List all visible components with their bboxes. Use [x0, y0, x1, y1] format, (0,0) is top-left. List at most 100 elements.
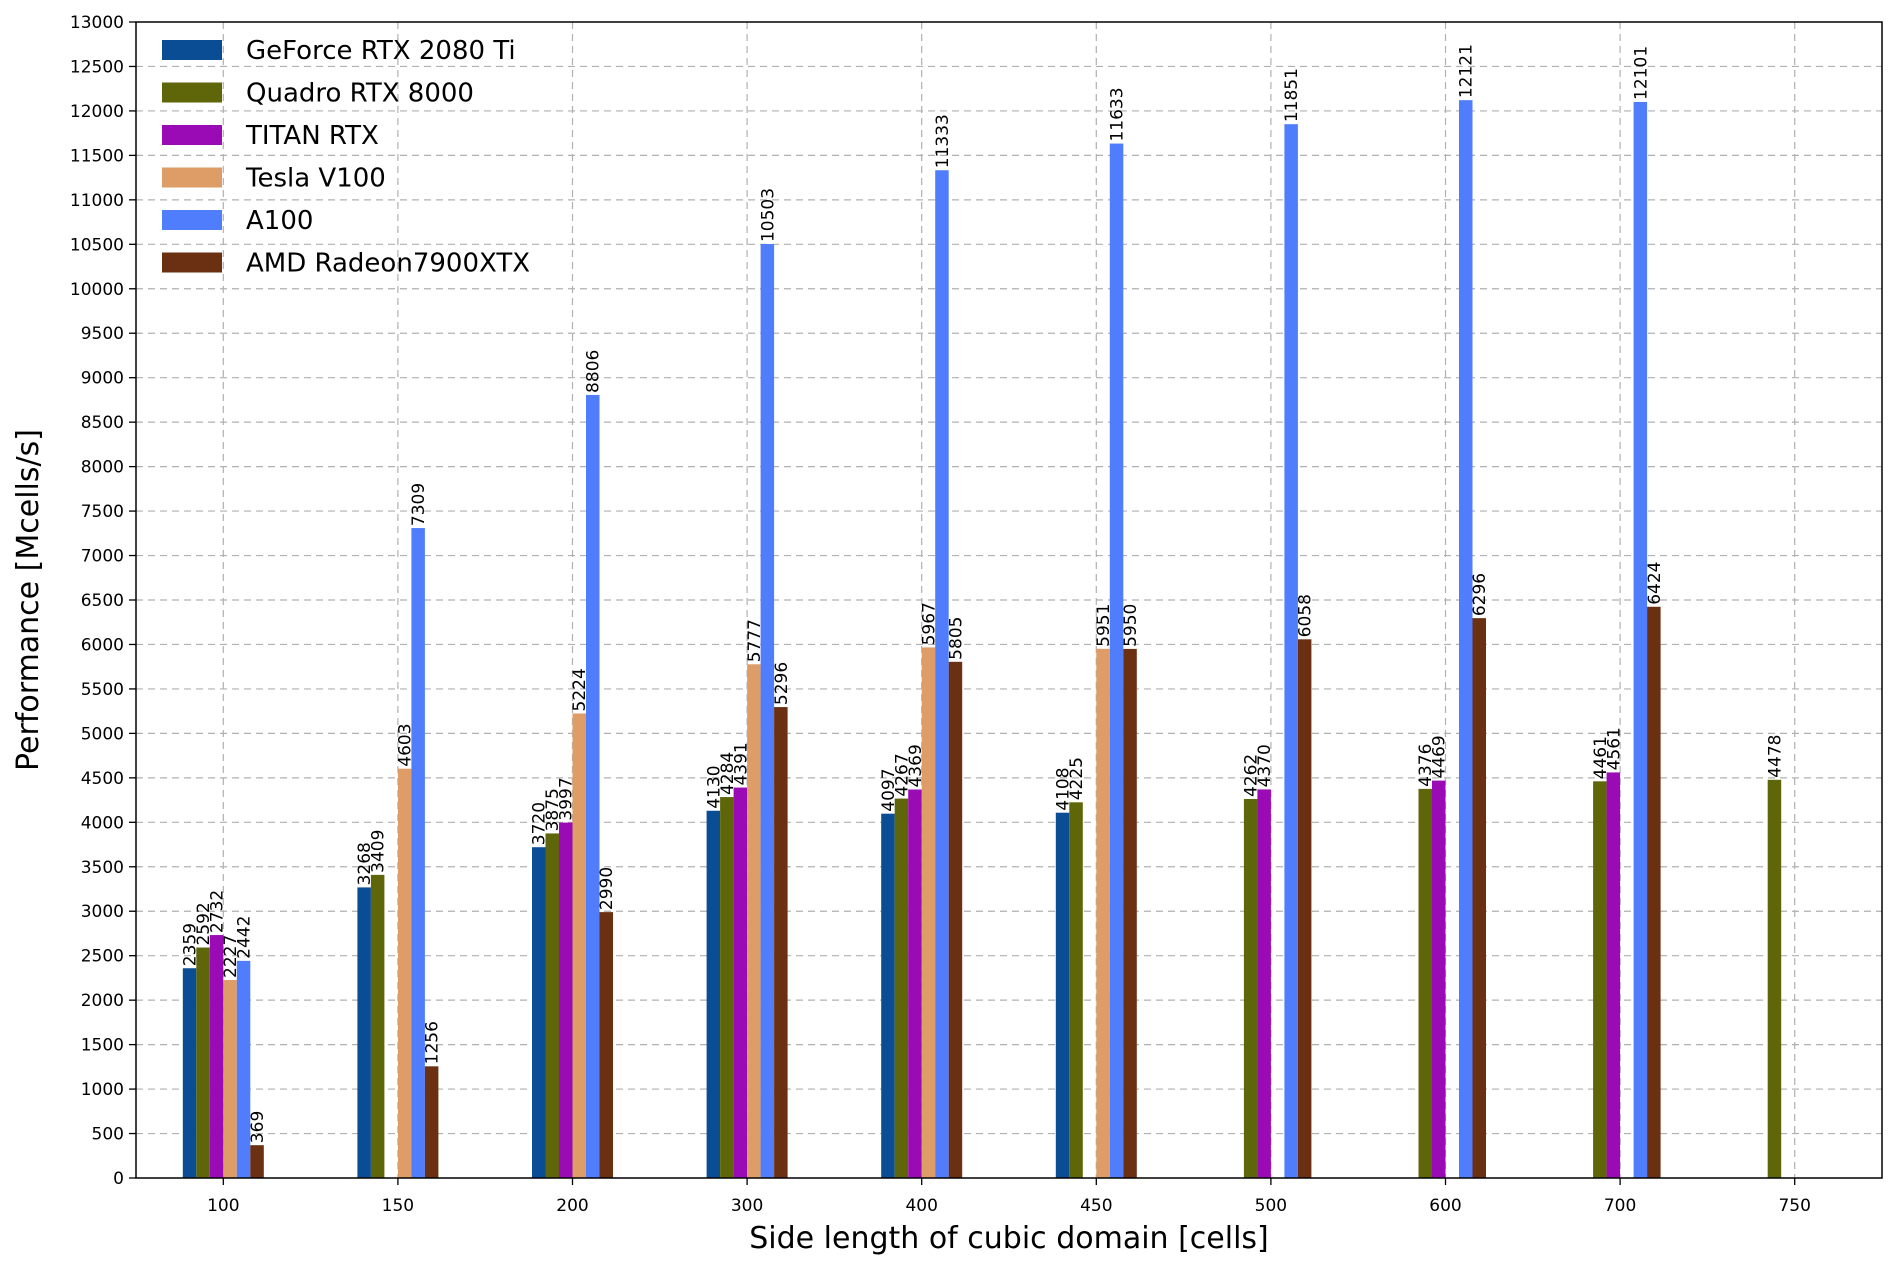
bar [908, 789, 922, 1178]
bar-value-label: 12121 [1457, 44, 1477, 98]
bar-value-label: 3720 [530, 802, 550, 845]
bar [1647, 606, 1661, 1178]
bar [223, 979, 237, 1178]
bar [1243, 799, 1258, 1178]
y-tick-label: 5000 [81, 724, 124, 744]
bar-value-label: 4461 [1591, 736, 1611, 779]
bar [1123, 648, 1137, 1178]
bar [706, 810, 721, 1178]
bar [1459, 100, 1473, 1179]
bar [599, 912, 613, 1178]
bar-value-label: 2227 [221, 935, 241, 978]
y-tick-label: 4000 [81, 813, 124, 833]
bar [411, 528, 425, 1178]
bar [586, 394, 600, 1179]
x-tick-label: 750 [1778, 1196, 1810, 1216]
bar [182, 968, 197, 1178]
bar-value-label: 5967 [919, 602, 939, 645]
bar-value-label: 1256 [423, 1021, 443, 1064]
y-tick-label: 9500 [81, 324, 124, 344]
y-tick-label: 3500 [81, 858, 124, 878]
bar-value-label: 4469 [1430, 735, 1450, 778]
y-tick-label: 1500 [81, 1036, 124, 1056]
bar-value-label: 4376 [1416, 744, 1436, 787]
bar [1593, 781, 1607, 1178]
y-axis-title: Performance [Mcells/s] [11, 429, 46, 771]
bar-value-label: 5950 [1121, 604, 1141, 647]
bar [760, 244, 775, 1179]
legend-swatch [162, 82, 222, 103]
bar [948, 661, 963, 1178]
y-tick-label: 7500 [81, 502, 124, 522]
bar-value-label: 6058 [1296, 594, 1316, 637]
bar [370, 874, 385, 1178]
bar-value-label: 4561 [1604, 727, 1624, 770]
bar [1633, 101, 1648, 1178]
x-tick-label: 600 [1429, 1196, 1461, 1216]
y-tick-label: 8500 [81, 413, 124, 433]
y-tick-label: 12500 [70, 57, 124, 77]
x-tick-label: 150 [382, 1196, 414, 1216]
bar-value-label: 4130 [704, 765, 724, 808]
bar-value-label: 4284 [718, 752, 738, 795]
bar [1069, 802, 1083, 1178]
bar [921, 647, 936, 1178]
bar [1284, 124, 1298, 1179]
bar-value-label: 4478 [1765, 735, 1785, 778]
legend-swatch [162, 210, 222, 230]
bar [1606, 772, 1621, 1178]
x-tick-label: 450 [1080, 1196, 1112, 1216]
bar [357, 887, 371, 1178]
y-tick-label: 6000 [81, 635, 124, 655]
x-tick-label: 300 [731, 1196, 763, 1216]
y-tick-label: 1000 [81, 1080, 124, 1100]
bar [1297, 639, 1312, 1178]
bar-value-label: 4369 [906, 744, 926, 787]
bar [1055, 812, 1070, 1178]
bar-value-label: 6296 [1470, 573, 1490, 616]
bar-value-label: 2359 [181, 923, 201, 966]
legend-swatch [162, 252, 222, 273]
y-tick-label: 8000 [81, 458, 124, 478]
bar [1767, 779, 1782, 1178]
y-tick-label: 10000 [70, 280, 124, 300]
bar [1096, 648, 1110, 1178]
legend-swatch [162, 125, 222, 145]
bar-value-label: 4267 [892, 753, 912, 796]
x-axis-title: Side length of cubic domain [cells] [749, 1221, 1269, 1256]
bar-value-label: 3409 [369, 830, 389, 873]
y-tick-label: 5500 [81, 680, 124, 700]
bar-value-label: 11851 [1282, 68, 1302, 122]
x-tick-label: 500 [1255, 1196, 1287, 1216]
bar [733, 787, 748, 1178]
bar [1432, 780, 1446, 1178]
bar [935, 170, 949, 1179]
y-tick-label: 2500 [81, 947, 124, 967]
bar-value-label: 4391 [731, 742, 751, 785]
y-tick-label: 3000 [81, 902, 124, 922]
bar [209, 935, 224, 1178]
bar [894, 798, 909, 1178]
bar [774, 707, 788, 1178]
bar [397, 768, 412, 1178]
x-tick-label: 100 [207, 1196, 239, 1216]
bar-value-label: 11633 [1108, 87, 1128, 141]
bar-value-label: 369 [248, 1111, 268, 1143]
bar-value-label: 6424 [1645, 561, 1665, 604]
bar-value-label: 3997 [557, 777, 577, 820]
y-tick-label: 9000 [81, 369, 124, 389]
legend-entry: GeForce RTX 2080 Ti [246, 36, 516, 66]
bar [236, 960, 251, 1178]
bar-value-label: 8806 [584, 350, 604, 393]
bar [424, 1066, 439, 1178]
x-tick-label: 700 [1604, 1196, 1636, 1216]
legend-entry: TITAN RTX [245, 121, 379, 151]
bars [182, 100, 1782, 1179]
legend-entry: Tesla V100 [245, 164, 386, 194]
bar [1257, 789, 1271, 1178]
x-axis: 100 150 200 300 400 450 500 600 700 750 [207, 1178, 1811, 1216]
bar-value-label: 2732 [208, 890, 228, 933]
legend-swatch [162, 40, 222, 60]
legend-entry: A100 [246, 206, 313, 236]
